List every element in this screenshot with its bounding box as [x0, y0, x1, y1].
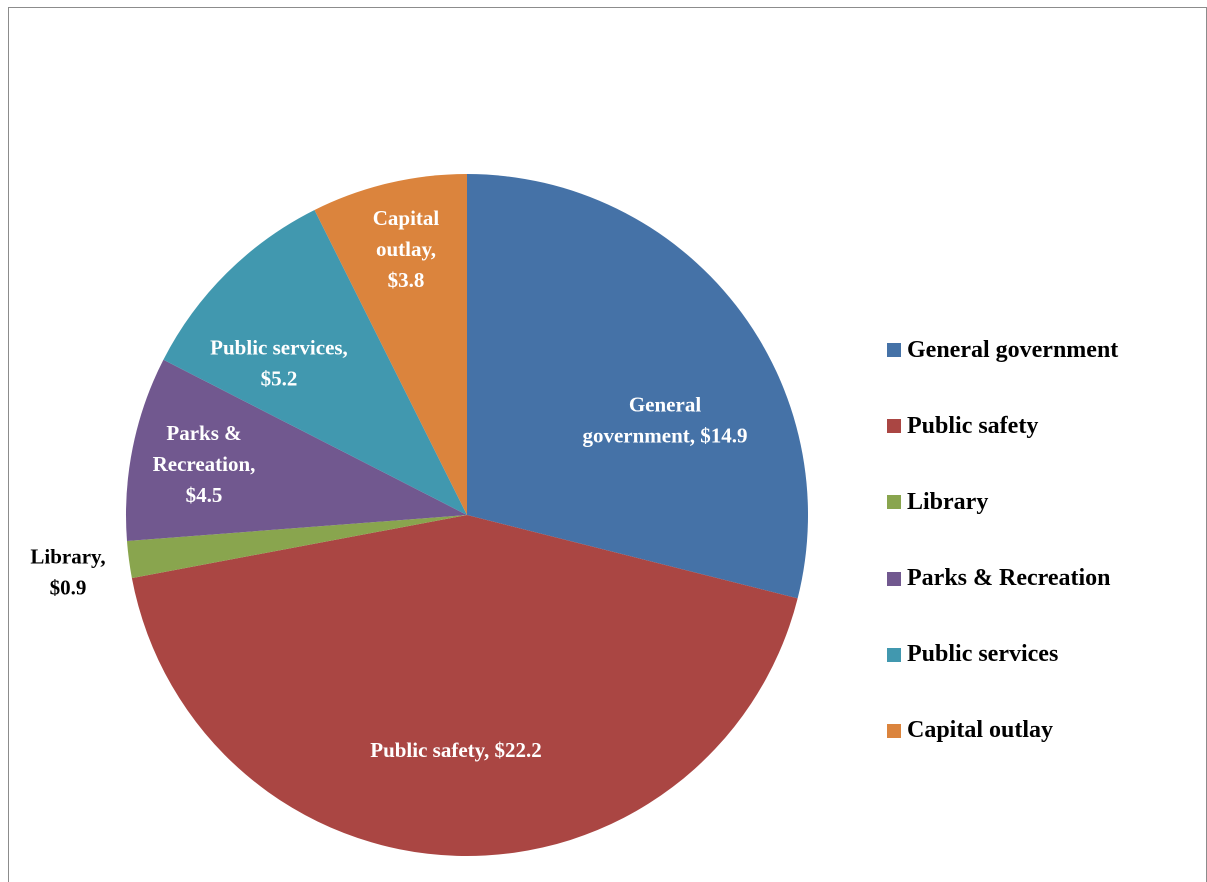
- pie-slices: [125, 174, 809, 856]
- pie-slice-parks-and-recreation: [125, 359, 467, 541]
- legend-label: Library: [907, 488, 989, 515]
- legend-swatch: [887, 571, 901, 586]
- legend-item-public-safety: Public safety: [887, 407, 1187, 445]
- data-label-line: government, $14.9: [582, 424, 747, 448]
- data-label-line: Parks &: [166, 421, 241, 445]
- legend-label: Parks & Recreation: [907, 565, 1111, 592]
- legend-swatch: [887, 723, 901, 738]
- data-label-line: General: [629, 393, 701, 417]
- data-label-line: $5.2: [261, 367, 298, 391]
- legend-item-library: Library: [887, 483, 1187, 521]
- data-label-line: $3.8: [388, 268, 425, 292]
- pie-slice-capital-outlay: [314, 174, 467, 515]
- pie-slice-library: [126, 515, 468, 579]
- data-label-line: Recreation,: [153, 452, 256, 476]
- data-label-public-safety: Public safety, $22.2: [370, 738, 542, 762]
- legend-item-public-services: Public services: [887, 636, 1187, 674]
- data-label-parks-and-recreation: Parks & Recreation, $4.5: [153, 421, 256, 507]
- legend-swatch: [887, 495, 901, 510]
- data-label-public-services: Public services, $5.2: [210, 336, 348, 391]
- data-label-line: Public services,: [210, 336, 348, 360]
- data-label-general-government: General government, $14.9: [582, 393, 747, 448]
- legend-label: Public safety: [907, 412, 1039, 439]
- data-label-line: Capital: [373, 206, 440, 230]
- pie-slice-general-government: [467, 174, 809, 599]
- legend-label: Public services: [907, 641, 1059, 668]
- pie-slice-public-services: [163, 210, 467, 515]
- data-label-library: Library, $0.9: [30, 545, 105, 600]
- data-label-line: Public safety, $22.2: [370, 738, 542, 762]
- legend: General government Public safety Library Pa…: [887, 331, 1187, 788]
- data-labels: General government, $14.9 Public safety, $…: [30, 206, 747, 762]
- legend-label: General government: [907, 336, 1119, 363]
- legend-swatch: [887, 647, 901, 662]
- data-label-line: Library,: [30, 545, 105, 569]
- data-label-line: $0.9: [50, 576, 87, 600]
- legend-item-capital-outlay: Capital outlay: [887, 712, 1187, 750]
- legend-swatch: [887, 343, 901, 357]
- legend-label: Capital outlay: [907, 717, 1054, 744]
- legend-item-parks-and-recreation: Parks & Recreation: [887, 560, 1187, 598]
- pie-slice-public-safety: [131, 515, 798, 856]
- data-label-line: $4.5: [186, 483, 223, 507]
- data-label-capital-outlay: Capital outlay, $3.8: [373, 206, 440, 292]
- legend-swatch: [887, 419, 901, 434]
- legend-item-general-government: General government: [887, 331, 1187, 369]
- data-label-line: outlay,: [376, 237, 436, 261]
